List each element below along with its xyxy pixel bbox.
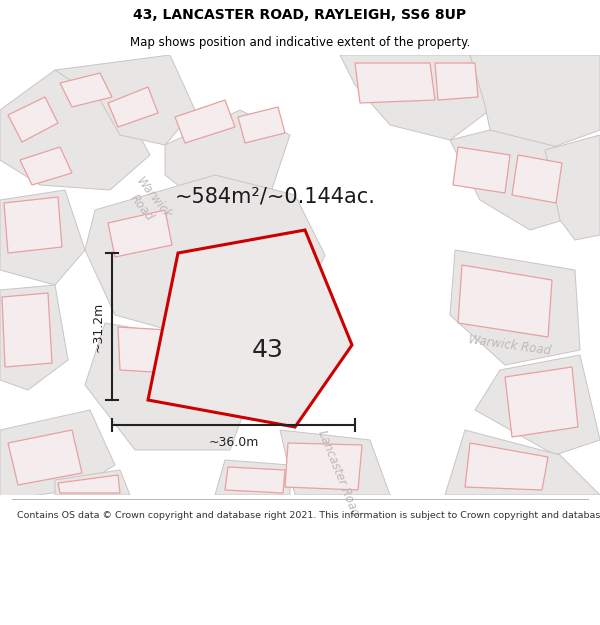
Polygon shape	[2, 293, 52, 367]
Polygon shape	[470, 55, 600, 150]
Polygon shape	[238, 107, 285, 143]
Polygon shape	[355, 63, 435, 103]
Polygon shape	[453, 147, 510, 193]
Polygon shape	[0, 410, 115, 500]
Polygon shape	[450, 250, 580, 365]
Text: Map shows position and indicative extent of the property.: Map shows position and indicative extent…	[130, 36, 470, 49]
Text: 43, LANCASTER ROAD, RAYLEIGH, SS6 8UP: 43, LANCASTER ROAD, RAYLEIGH, SS6 8UP	[133, 8, 467, 22]
Polygon shape	[225, 467, 285, 493]
Text: Contains OS data © Crown copyright and database right 2021. This information is : Contains OS data © Crown copyright and d…	[17, 511, 600, 519]
Text: ~584m²/~0.144ac.: ~584m²/~0.144ac.	[175, 187, 376, 207]
Polygon shape	[175, 100, 235, 143]
Polygon shape	[58, 475, 120, 493]
Polygon shape	[108, 210, 172, 257]
Text: Warwick Road: Warwick Road	[468, 332, 552, 357]
Polygon shape	[215, 460, 290, 495]
Polygon shape	[475, 355, 600, 455]
Polygon shape	[8, 430, 82, 485]
Polygon shape	[285, 443, 362, 490]
Polygon shape	[85, 323, 250, 450]
Polygon shape	[0, 190, 85, 285]
Polygon shape	[435, 63, 478, 100]
Polygon shape	[55, 470, 130, 495]
Polygon shape	[60, 73, 112, 107]
Polygon shape	[148, 230, 352, 427]
Text: ~36.0m: ~36.0m	[208, 436, 259, 449]
Text: Warwick
Road: Warwick Road	[122, 175, 174, 231]
Text: Lancaster Road: Lancaster Road	[315, 428, 361, 518]
Polygon shape	[118, 327, 170, 373]
Polygon shape	[505, 367, 578, 437]
Polygon shape	[20, 147, 72, 185]
Text: ~31.2m: ~31.2m	[91, 301, 104, 352]
Text: 43: 43	[252, 338, 284, 362]
Polygon shape	[0, 70, 150, 190]
Polygon shape	[545, 135, 600, 240]
Polygon shape	[450, 130, 580, 230]
Polygon shape	[165, 110, 290, 210]
Polygon shape	[512, 155, 562, 203]
Polygon shape	[85, 175, 325, 340]
Polygon shape	[280, 430, 390, 495]
Polygon shape	[465, 443, 548, 490]
Polygon shape	[55, 55, 195, 145]
Polygon shape	[0, 285, 68, 390]
Polygon shape	[458, 265, 552, 337]
Polygon shape	[445, 430, 600, 495]
Polygon shape	[108, 87, 158, 127]
Polygon shape	[8, 97, 58, 142]
Polygon shape	[4, 197, 62, 253]
Polygon shape	[340, 55, 490, 140]
